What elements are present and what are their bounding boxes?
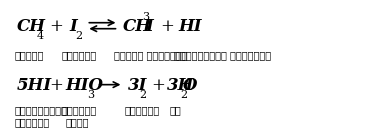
Text: 2: 2 [75, 31, 83, 41]
Text: +: + [151, 77, 165, 94]
Text: आयोडीन: आयोडीन [124, 105, 159, 115]
Text: मेथिल आयोडाइड: मेथिल आयोडाइड [114, 50, 187, 60]
Text: हाइड्रोजन आयोडाइड: हाइड्रोजन आयोडाइड [174, 50, 271, 60]
Text: +: + [161, 18, 175, 35]
Text: आयोडिक: आयोडिक [61, 105, 97, 115]
Text: 2: 2 [139, 90, 146, 100]
Text: O: O [183, 77, 198, 94]
Text: अम्ल: अम्ल [65, 118, 89, 128]
Text: HIO: HIO [65, 77, 103, 94]
Text: 3: 3 [88, 90, 95, 100]
Text: 3: 3 [142, 12, 149, 22]
Text: HI: HI [179, 18, 202, 35]
Text: 5HI: 5HI [17, 77, 52, 94]
Text: हाइड्रोजन: हाइड्रोजन [15, 105, 68, 115]
Text: CH: CH [17, 18, 46, 35]
Text: 3I: 3I [128, 77, 147, 94]
Text: 3H: 3H [167, 77, 195, 94]
Text: आयोडइड: आयोडइड [15, 118, 50, 128]
Text: +: + [49, 77, 63, 94]
Text: CH: CH [122, 18, 152, 35]
Text: +: + [49, 18, 63, 35]
Text: I: I [69, 18, 77, 35]
Text: 2: 2 [180, 90, 187, 100]
Text: 4: 4 [36, 31, 44, 41]
Text: I: I [146, 18, 153, 35]
Text: आयोडीन: आयोडीन [61, 50, 97, 60]
Text: मेथेन: मेथेन [15, 50, 44, 60]
Text: जल: जल [170, 105, 182, 115]
